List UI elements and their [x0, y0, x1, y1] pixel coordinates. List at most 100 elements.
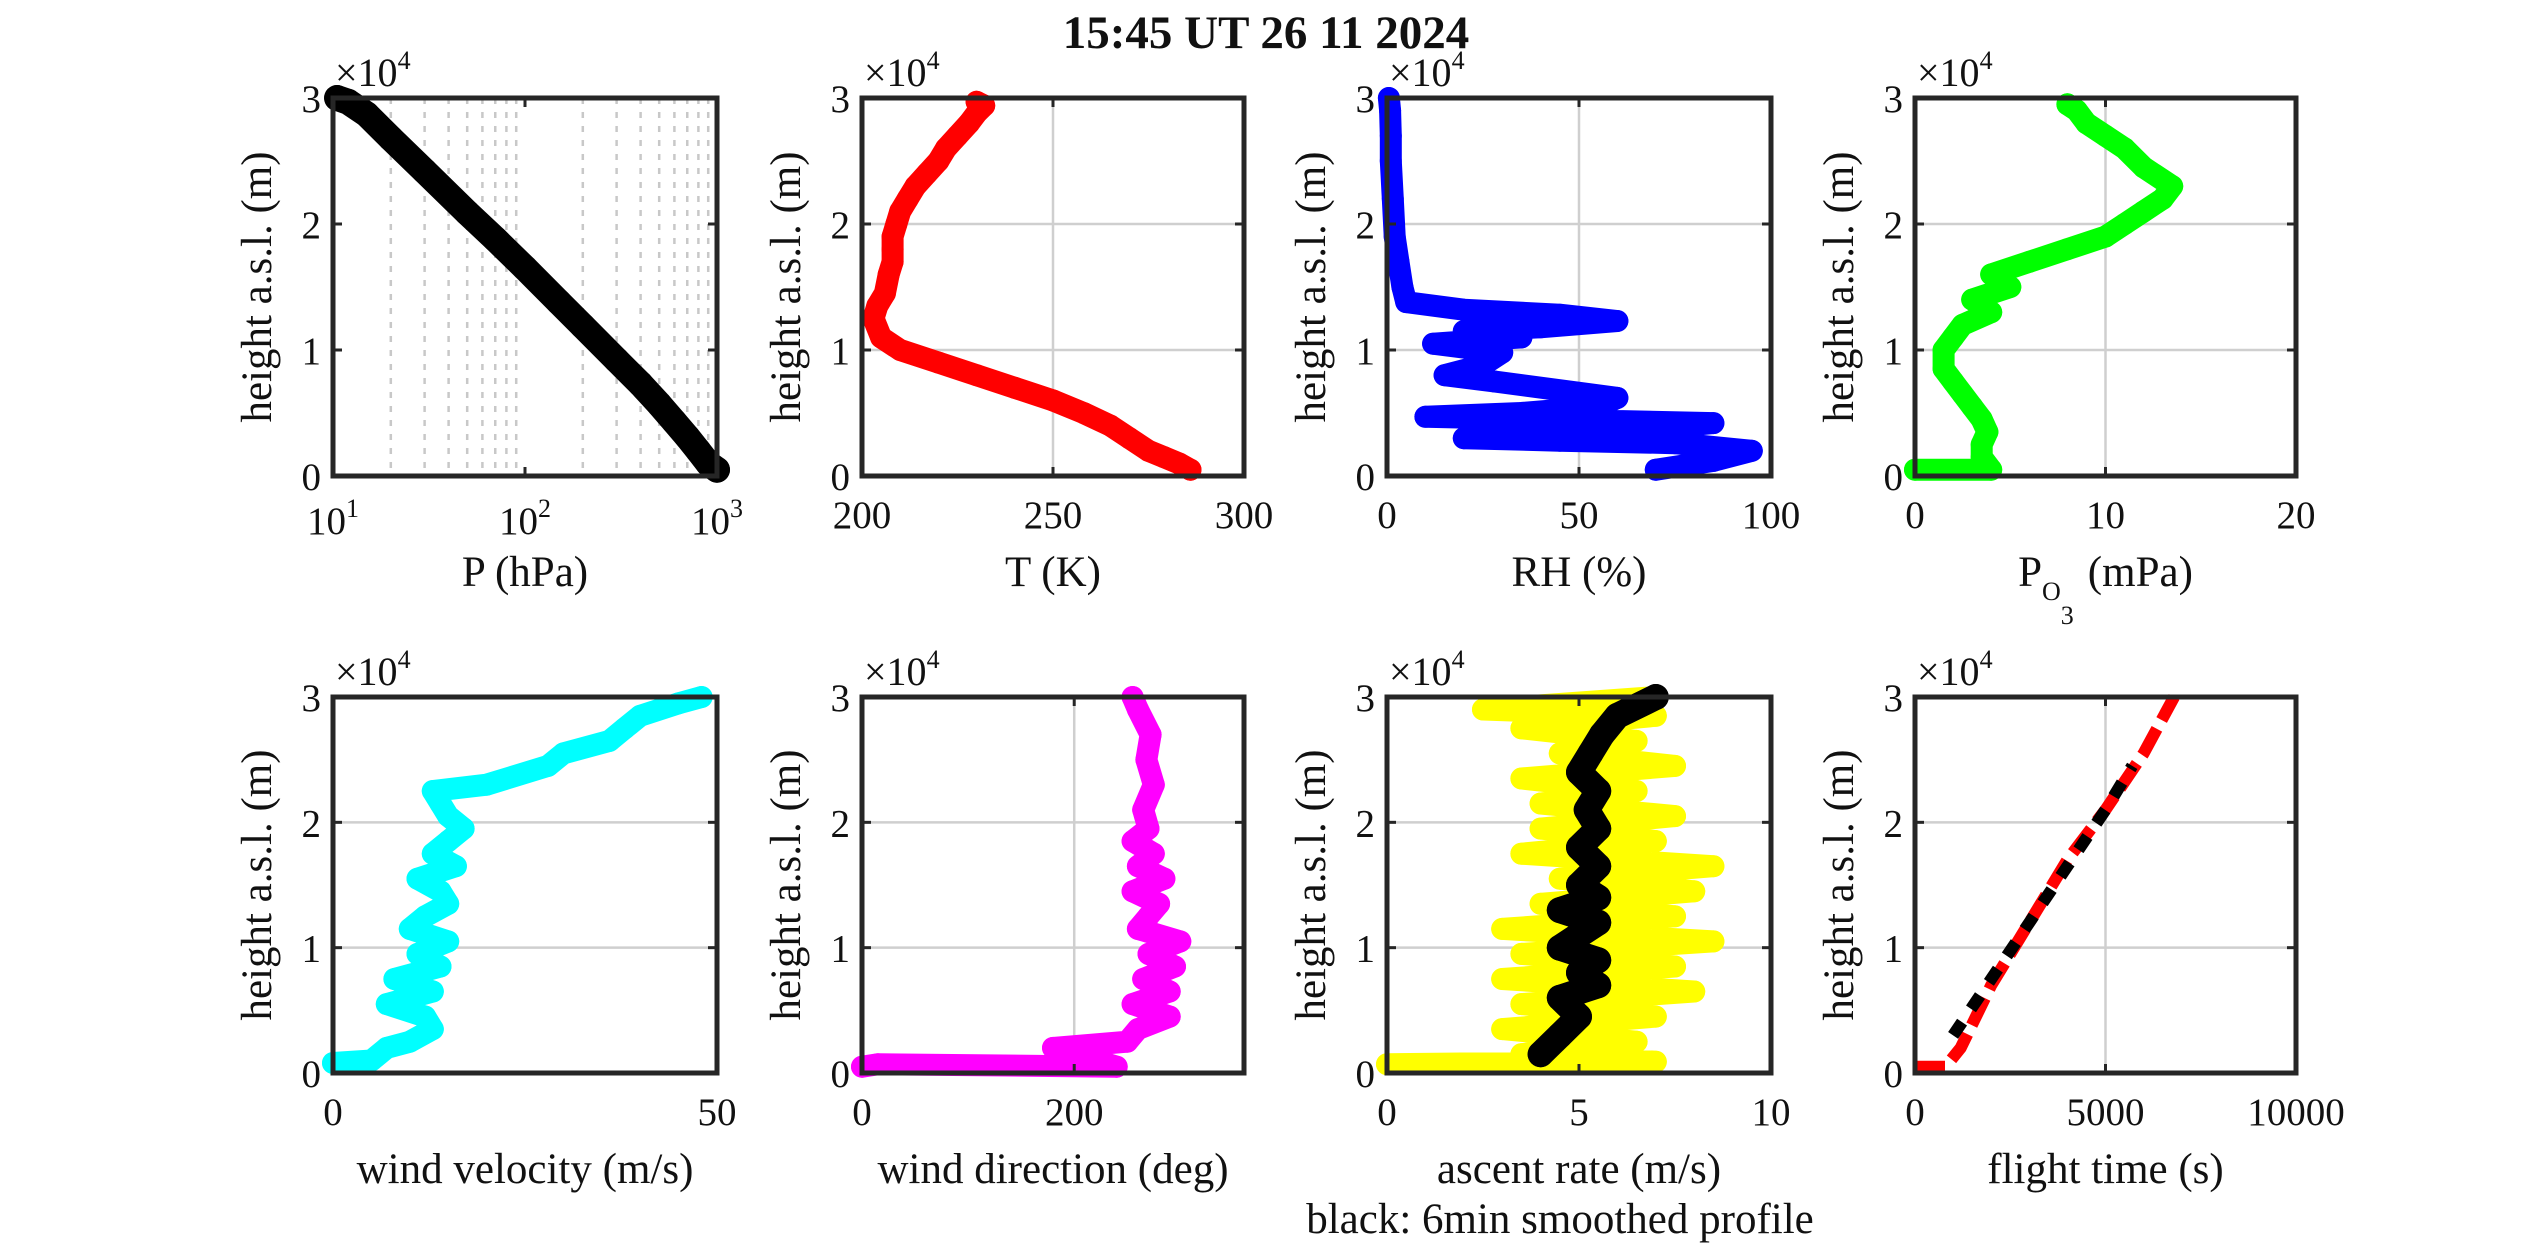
x-tick-label: 10000 [2247, 1091, 2345, 1134]
y-axis-label: height a.s.l. (m) [763, 749, 810, 1020]
data-point [1585, 947, 1612, 974]
panel-2: 200 250 300 0 1 2 3 ×104 height a.s.l. (m) T (K) [763, 46, 1273, 596]
data-point [866, 1053, 889, 1076]
data-point [360, 1049, 383, 1072]
data-point [1587, 395, 1610, 418]
y-tick-label: 1 [1884, 330, 1904, 373]
data-point [414, 905, 437, 928]
data-point [1452, 427, 1475, 450]
data-point [1510, 1043, 1533, 1066]
data-point [552, 742, 575, 765]
data-point [353, 101, 380, 128]
y-tick-label: 3 [831, 677, 851, 720]
x-axis-label: P (hPa) [462, 549, 588, 596]
data-point [569, 313, 596, 340]
data-point [1387, 250, 1410, 273]
data-point [1422, 332, 1445, 355]
axes-frame [330, 694, 720, 1076]
data-point [1483, 370, 1506, 393]
data-point [383, 968, 406, 990]
x-axis-label: wind velocity (m/s) [357, 1146, 694, 1193]
data-point [1566, 922, 1592, 949]
data-point [2132, 200, 2155, 223]
data-point [1121, 880, 1144, 903]
data-point [1625, 1030, 1648, 1053]
data-point [512, 255, 538, 282]
y-tick-label: 3 [831, 78, 851, 121]
x-tick-label: 200 [833, 494, 892, 537]
data-point [1072, 402, 1095, 424]
data-point [1510, 402, 1533, 424]
x-tick-label: 0 [1377, 494, 1397, 537]
data-point [965, 90, 988, 113]
data-point [1379, 124, 1402, 147]
data-point [1142, 842, 1165, 865]
series-line-2 [1948, 762, 2138, 1039]
panel-3: 0 50 100 0 1 2 3 ×104 height a.s.l. (m) RH (%) [1288, 46, 1800, 596]
data-point [1625, 780, 1648, 802]
data-point [1510, 942, 1533, 965]
y-axis-label: height a.s.l. (m) [234, 151, 281, 422]
data-point [1491, 341, 1514, 364]
y-multiplier: ×104 [1389, 46, 1465, 95]
data-point [1546, 1022, 1573, 1049]
x-tick-label: 101 [307, 494, 359, 543]
series-group [322, 686, 713, 1074]
data-point [1980, 263, 2003, 286]
data-point [1702, 449, 1725, 472]
data-point [1625, 729, 1648, 752]
data-point [1529, 792, 1552, 815]
y-axis-label: height a.s.l. (m) [1288, 749, 1335, 1020]
y-axis-label: height a.s.l. (m) [1288, 151, 1335, 422]
x-tick-label: 103 [691, 494, 743, 543]
data-point [598, 729, 621, 752]
data-point [1132, 968, 1155, 990]
data-point [1566, 959, 1592, 986]
series-group [1904, 93, 2184, 481]
data-point [661, 408, 688, 435]
x-axis-label: T (K) [1005, 549, 1101, 596]
data-point [1664, 905, 1686, 928]
data-point [1546, 897, 1573, 924]
data-point [1740, 439, 1763, 462]
data-point [452, 817, 475, 840]
y-multiplier: ×104 [335, 46, 411, 95]
data-point [1566, 834, 1592, 861]
x-axis-label: ascent rate (m/s) [1437, 1146, 1721, 1193]
x-tick-label: 102 [499, 494, 551, 543]
data-point [1585, 884, 1612, 911]
series-group [1377, 87, 1763, 481]
data-point [603, 347, 630, 374]
y-axis-label: height a.s.l. (m) [234, 749, 281, 1020]
y-tick-label: 1 [1356, 330, 1376, 373]
x-tick-label: 100 [1742, 494, 1801, 537]
data-point [1683, 880, 1706, 903]
data-point [1644, 830, 1667, 853]
y-tick-label: 2 [831, 802, 851, 845]
data-point [1664, 805, 1686, 828]
data-point [429, 880, 452, 903]
y-tick-label: 3 [302, 78, 322, 121]
data-point [377, 125, 404, 152]
data-point [1585, 853, 1612, 880]
data-point [927, 351, 950, 374]
x-tick-label: 200 [1045, 1091, 1104, 1134]
data-point [1585, 909, 1612, 936]
data-point [1548, 429, 1571, 452]
data-point [421, 842, 444, 865]
y-tick-label: 3 [1356, 677, 1376, 720]
series-group [851, 686, 1192, 1078]
x-tick-label: 50 [698, 1091, 737, 1134]
data-point [444, 855, 467, 878]
panel-1: 101 102 103 0 1 2 3 ×104 height a.s.l. (m) P (hPa… [234, 46, 743, 596]
y-tick-label: 0 [831, 1053, 851, 1096]
x-tick-label: 250 [1024, 494, 1083, 537]
data-point [437, 930, 460, 953]
panel-7: 0 5 10 0 1 2 3 ×104 height a.s.l. (m) ascent rate… [1288, 645, 1791, 1193]
x-tick-label: 0 [1905, 1091, 1925, 1134]
data-point [1548, 867, 1571, 890]
y-tick-label: 2 [302, 204, 322, 247]
y-tick-label: 0 [831, 456, 851, 499]
data-point [873, 282, 896, 305]
y-multiplier: ×104 [864, 46, 940, 95]
